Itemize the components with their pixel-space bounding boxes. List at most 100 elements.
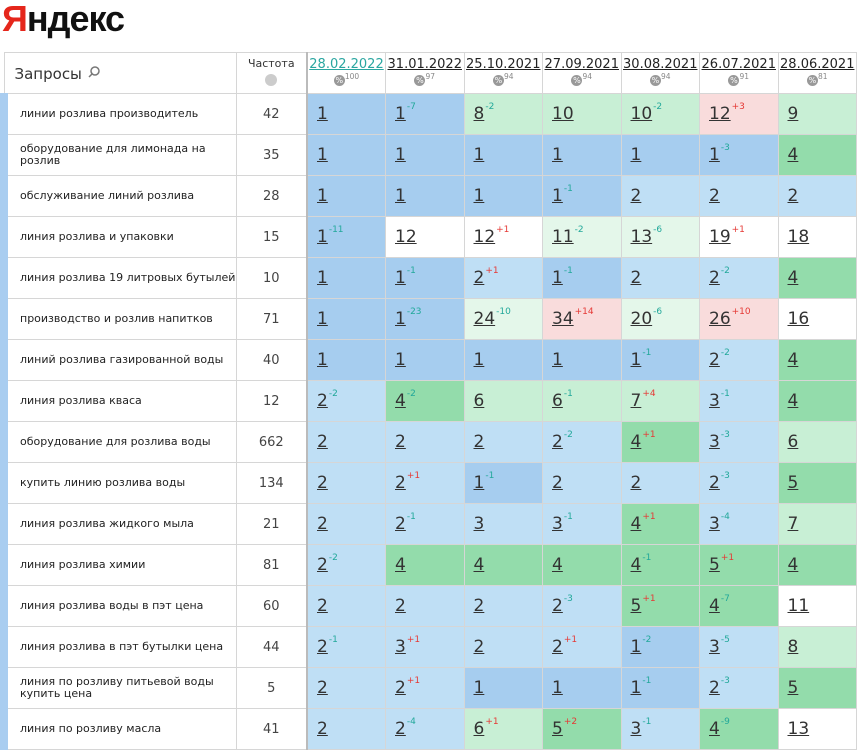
position-link[interactable]: 1: [552, 350, 563, 370]
position-link[interactable]: 2: [552, 596, 563, 616]
position-link[interactable]: 10: [552, 104, 574, 124]
position-link[interactable]: 4: [630, 432, 642, 452]
position-link[interactable]: 2: [317, 719, 328, 739]
position-link[interactable]: 24: [473, 309, 496, 329]
position-link[interactable]: 2: [395, 719, 406, 739]
position-link[interactable]: 2: [395, 514, 406, 534]
position-link[interactable]: 5: [709, 555, 720, 575]
position-link[interactable]: 5: [787, 678, 799, 698]
date-link[interactable]: 31.01.2022: [387, 57, 462, 72]
position-link[interactable]: 1: [473, 678, 485, 698]
position-link[interactable]: 2: [709, 473, 720, 493]
position-link[interactable]: 3: [473, 514, 485, 534]
position-link[interactable]: 2: [552, 473, 563, 493]
position-link[interactable]: 1: [317, 309, 328, 329]
position-link[interactable]: 1: [552, 268, 563, 288]
position-link[interactable]: 2: [709, 350, 720, 370]
position-link[interactable]: 20: [630, 309, 653, 329]
position-link[interactable]: 2: [317, 432, 328, 452]
position-link[interactable]: 5: [630, 596, 642, 616]
position-link[interactable]: 3: [552, 514, 563, 534]
position-link[interactable]: 11: [787, 596, 810, 616]
position-link[interactable]: 2: [395, 432, 406, 452]
position-link[interactable]: 2: [317, 555, 328, 575]
position-link[interactable]: 2: [552, 432, 563, 452]
position-link[interactable]: 2: [395, 596, 406, 616]
position-link[interactable]: 4: [709, 719, 720, 739]
position-link[interactable]: 6: [473, 719, 485, 739]
position-link[interactable]: 2: [709, 186, 720, 206]
position-link[interactable]: 8: [473, 104, 485, 124]
position-link[interactable]: 18: [787, 227, 810, 247]
position-link[interactable]: 3: [709, 514, 720, 534]
position-link[interactable]: 3: [395, 637, 406, 657]
position-link[interactable]: 4: [787, 268, 799, 288]
position-link[interactable]: 2: [473, 637, 485, 657]
position-link[interactable]: 1: [709, 145, 720, 165]
position-link[interactable]: 8: [787, 637, 799, 657]
position-link[interactable]: 1: [317, 268, 328, 288]
position-link[interactable]: 2: [709, 268, 720, 288]
position-link[interactable]: 12: [709, 104, 731, 124]
position-link[interactable]: 4: [787, 350, 799, 370]
position-link[interactable]: 4: [552, 555, 563, 575]
position-link[interactable]: 1: [552, 145, 563, 165]
position-link[interactable]: 4: [473, 555, 485, 575]
position-link[interactable]: 2: [552, 637, 563, 657]
position-link[interactable]: 6: [787, 432, 799, 452]
position-link[interactable]: 4: [395, 391, 406, 411]
position-link[interactable]: 1: [473, 473, 485, 493]
position-link[interactable]: 2: [317, 514, 328, 534]
position-link[interactable]: 6: [552, 391, 563, 411]
position-link[interactable]: 12: [473, 227, 496, 247]
position-link[interactable]: 2: [317, 391, 328, 411]
position-link[interactable]: 3: [630, 719, 642, 739]
position-link[interactable]: 3: [709, 432, 720, 452]
position-link[interactable]: 1: [473, 186, 485, 206]
position-link[interactable]: 7: [787, 514, 799, 534]
position-link[interactable]: 5: [787, 473, 799, 493]
position-link[interactable]: 2: [630, 473, 642, 493]
position-link[interactable]: 2: [473, 432, 485, 452]
position-link[interactable]: 2: [395, 473, 406, 493]
position-link[interactable]: 16: [787, 309, 810, 329]
position-link[interactable]: 2: [630, 186, 642, 206]
position-link[interactable]: 4: [787, 391, 799, 411]
position-link[interactable]: 2: [473, 268, 485, 288]
position-link[interactable]: 12: [395, 227, 417, 247]
position-link[interactable]: 3: [709, 391, 720, 411]
position-link[interactable]: 1: [473, 350, 485, 370]
position-link[interactable]: 11: [552, 227, 574, 247]
position-link[interactable]: 2: [317, 637, 328, 657]
position-link[interactable]: 2: [395, 678, 406, 698]
date-link[interactable]: 28.02.2022: [309, 57, 384, 72]
position-link[interactable]: 1: [395, 350, 406, 370]
date-link[interactable]: 25.10.2021: [466, 57, 541, 72]
position-link[interactable]: 3: [709, 637, 720, 657]
position-link[interactable]: 13: [787, 719, 810, 739]
position-link[interactable]: 1: [395, 104, 406, 124]
position-link[interactable]: 2: [317, 473, 328, 493]
position-link[interactable]: 1: [630, 637, 642, 657]
position-link[interactable]: 1: [552, 678, 563, 698]
date-link[interactable]: 28.06.2021: [780, 57, 855, 72]
position-link[interactable]: 1: [630, 145, 642, 165]
position-link[interactable]: 5: [552, 719, 563, 739]
date-link[interactable]: 27.09.2021: [544, 57, 619, 72]
position-link[interactable]: 19: [709, 227, 731, 247]
position-link[interactable]: 1: [395, 145, 406, 165]
position-link[interactable]: 1: [552, 186, 563, 206]
position-link[interactable]: 1: [317, 350, 328, 370]
position-link[interactable]: 1: [317, 104, 328, 124]
position-link[interactable]: 1: [317, 145, 328, 165]
position-link[interactable]: 4: [787, 145, 799, 165]
date-link[interactable]: 30.08.2021: [623, 57, 698, 72]
position-link[interactable]: 10: [630, 104, 653, 124]
position-link[interactable]: 2: [787, 186, 799, 206]
search-icon[interactable]: [87, 65, 101, 79]
position-link[interactable]: 1: [473, 145, 485, 165]
position-link[interactable]: 4: [630, 514, 642, 534]
position-link[interactable]: 1: [317, 227, 328, 247]
position-link[interactable]: 6: [473, 391, 485, 411]
position-link[interactable]: 4: [395, 555, 406, 575]
